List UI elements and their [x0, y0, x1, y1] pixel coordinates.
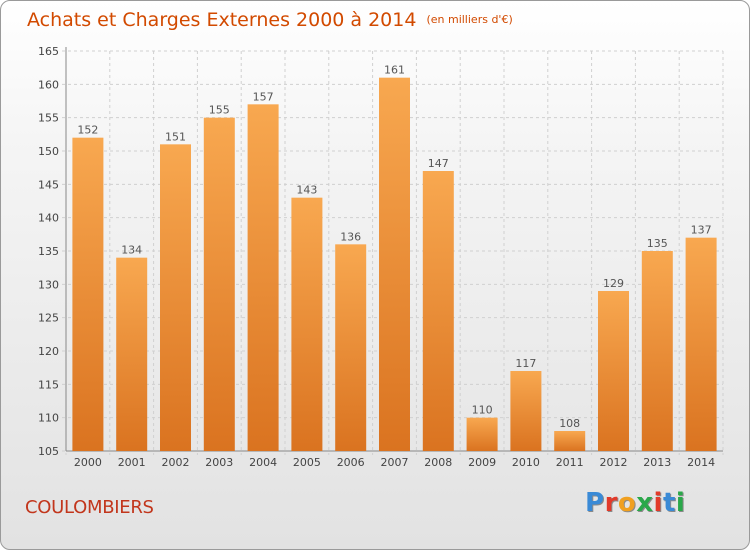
chart-unit: (en milliers d'€) [426, 13, 513, 26]
bars [72, 77, 717, 452]
bar-value-label: 157 [253, 90, 274, 103]
y-tick-label: 155 [38, 112, 59, 125]
x-tick-label: 2007 [381, 456, 409, 469]
commune-name: COULOMBIERS [25, 497, 154, 518]
x-tick-label: 2002 [162, 456, 190, 469]
bar [554, 431, 586, 451]
bar-value-label: 137 [691, 224, 712, 237]
y-tick-label: 120 [38, 345, 59, 358]
chart-title-text: Achats et Charges Externes 2000 à 2014 [27, 9, 417, 31]
y-tick-label: 160 [38, 78, 59, 91]
bar [160, 144, 191, 452]
bar-value-label: 147 [428, 157, 449, 170]
x-tick-label: 2010 [512, 456, 540, 469]
logo-letter: o [617, 488, 637, 518]
x-tick-label: 2011 [556, 456, 584, 469]
bar [203, 117, 235, 452]
y-tick-label: 105 [38, 445, 59, 458]
bar [685, 237, 717, 451]
bar-value-label: 129 [603, 277, 624, 290]
bar [422, 171, 454, 451]
bar [598, 291, 629, 451]
logo-letter: i [653, 488, 663, 518]
x-tick-label: 2004 [249, 456, 277, 469]
bar-value-label: 135 [647, 237, 668, 250]
bar-value-label: 134 [121, 244, 142, 257]
logo-letter: x [636, 488, 654, 518]
y-tick-label: 115 [38, 378, 59, 391]
logo-letter: P [585, 488, 605, 518]
bar-value-label: 117 [515, 357, 536, 370]
proxiti-logo[interactable]: Proxiti [585, 488, 685, 518]
bar-value-label: 152 [77, 124, 98, 137]
y-tick-label: 150 [38, 145, 59, 158]
x-tick-label: 2009 [468, 456, 496, 469]
bar [510, 371, 542, 451]
bar-value-label: 110 [472, 404, 493, 417]
x-tick-label: 2012 [600, 456, 628, 469]
x-tick-label: 2013 [643, 456, 671, 469]
chart-title: Achats et Charges Externes 2000 à 2014 (e… [27, 9, 513, 31]
bar [379, 77, 410, 452]
bar [335, 244, 367, 451]
bar [466, 417, 498, 451]
bar [72, 137, 104, 451]
y-tick-label: 145 [38, 178, 59, 191]
logo-letter: t [662, 488, 676, 518]
x-tick-label: 2005 [293, 456, 321, 469]
bar [291, 197, 323, 451]
x-tick-label: 2006 [337, 456, 365, 469]
x-tick-label: 2003 [205, 456, 233, 469]
bar-value-label: 143 [296, 184, 317, 197]
y-tick-label: 140 [38, 212, 59, 225]
bar-value-label: 136 [340, 230, 361, 243]
x-tick-label: 2008 [424, 456, 452, 469]
bar-value-label: 155 [209, 104, 230, 117]
x-tick-label: 2014 [687, 456, 715, 469]
bar [641, 251, 673, 451]
x-tick-label: 2000 [74, 456, 102, 469]
logo-letter: r [604, 488, 618, 518]
y-tick-label: 165 [38, 45, 59, 58]
bar [116, 257, 148, 451]
y-tick-label: 110 [38, 412, 59, 425]
labels: 105 110 115 120 125 130 135 140 145 150 155 160 165 1… [38, 45, 715, 469]
y-tick-label: 125 [38, 312, 59, 325]
logo-letter: i [675, 488, 686, 518]
bar [247, 104, 279, 451]
bar-value-label: 151 [165, 130, 186, 143]
bar-value-label: 108 [559, 417, 580, 430]
bar-value-label: 161 [384, 64, 405, 77]
x-tick-label: 2001 [118, 456, 146, 469]
y-tick-label: 130 [38, 278, 59, 291]
y-tick-label: 135 [38, 245, 59, 258]
